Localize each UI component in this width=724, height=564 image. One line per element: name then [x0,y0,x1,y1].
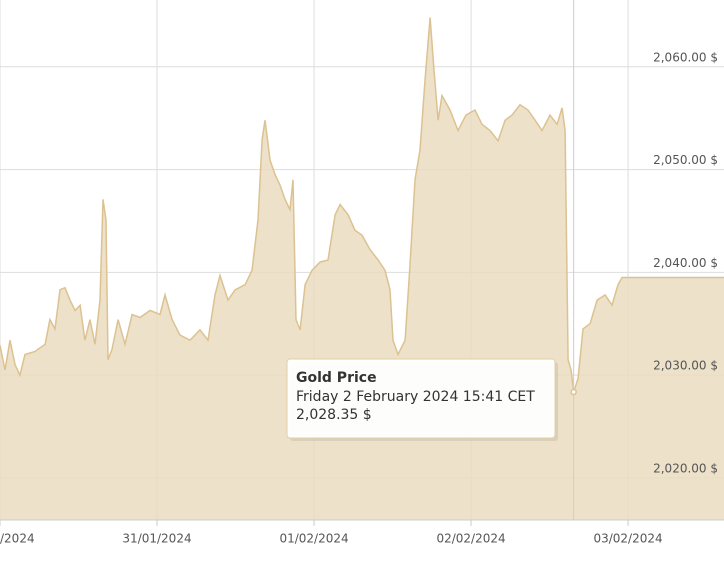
tooltip-title: Gold Price [296,370,377,386]
x-tick-label: 30/01/2024 [0,532,35,546]
tooltip-date: Friday 2 February 2024 15:41 CET [296,389,535,405]
area-fill [0,17,724,520]
y-tick-label: 2,050.00 $ [653,153,718,167]
x-tick-label: 03/02/2024 [593,532,662,546]
price-line [0,17,724,393]
hover-point [570,388,577,396]
y-tick-label: 2,040.00 $ [653,256,718,270]
y-tick-label: 2,030.00 $ [653,359,718,373]
y-tick-label: 2,060.00 $ [653,50,718,64]
tooltip: Gold Price Friday 2 February 2024 15:41 C… [286,358,558,441]
y-tick-label: 2,020.00 $ [653,461,718,475]
x-tick-label: 01/02/2024 [279,532,348,546]
x-tick-label: 31/01/2024 [122,532,191,546]
tooltip-value: 2,028.35 $ [296,407,372,423]
x-tick-label: 02/02/2024 [436,532,505,546]
tooltip-box [286,358,556,439]
